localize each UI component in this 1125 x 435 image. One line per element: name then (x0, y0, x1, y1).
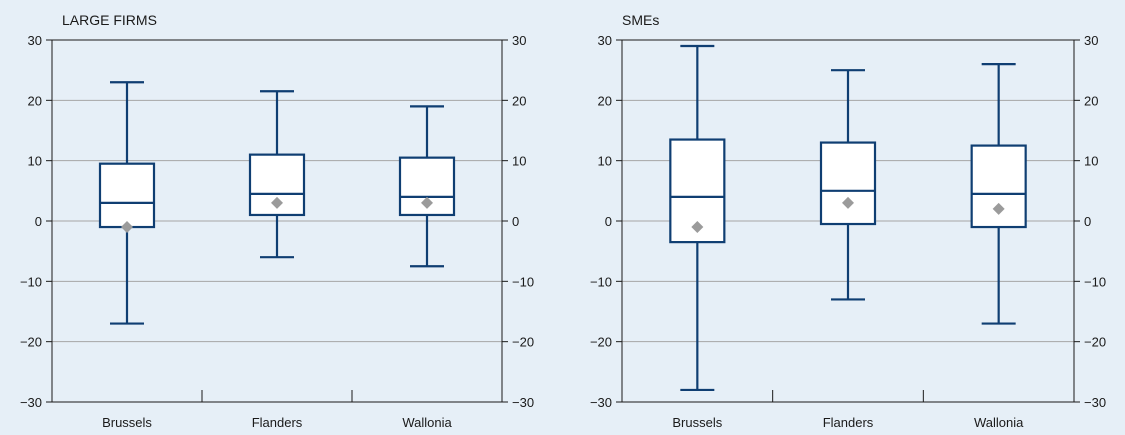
y-tick-label-left: −20 (590, 335, 612, 350)
y-tick-label-left: −10 (20, 274, 42, 289)
mean-marker (271, 196, 283, 209)
x-tick-label: Brussels (672, 415, 722, 430)
y-tick-label-left: 20 (28, 93, 42, 108)
y-tick-label-left: 10 (598, 154, 612, 169)
x-tick-label: Flanders (823, 415, 874, 430)
y-tick-label-right: 10 (512, 154, 526, 169)
y-tick-label-left: 30 (28, 33, 42, 48)
x-tick-label: Wallonia (402, 415, 452, 430)
y-tick-label-right: 30 (1084, 33, 1098, 48)
y-tick-label-left: −20 (20, 335, 42, 350)
box-flanders (248, 90, 306, 259)
x-tick-label: Flanders (252, 415, 303, 430)
x-tick-label: Brussels (102, 415, 152, 430)
box-iqr (819, 141, 877, 226)
y-tick-label-left: 20 (598, 93, 612, 108)
y-tick-label-left: −30 (20, 395, 42, 410)
mean-marker (842, 196, 854, 209)
mean-marker (421, 196, 433, 209)
box-wallonia (398, 105, 456, 268)
y-tick-label-right: −20 (512, 335, 534, 350)
y-tick-label-right: 10 (1084, 154, 1098, 169)
box-iqr (98, 162, 156, 229)
y-tick-label-right: 0 (1084, 214, 1091, 229)
box-brussels (669, 44, 726, 392)
box-wallonia (970, 63, 1027, 325)
mean-marker (992, 202, 1005, 215)
panel-1: SMEs 30 30 20 20 10 10 0 0 −10 −10 −20 −20 −30 −30 Brus… (590, 12, 1106, 430)
y-tick-label-left: 30 (598, 33, 612, 48)
x-tick-label: Wallonia (974, 415, 1024, 430)
y-tick-label-left: 0 (605, 214, 612, 229)
y-tick-label-left: 0 (35, 214, 42, 229)
y-tick-label-right: −20 (1084, 335, 1106, 350)
y-tick-label-left: 10 (28, 154, 42, 169)
y-tick-label-left: −10 (590, 274, 612, 289)
panel-0: LARGE FIRMS 30 30 20 20 10 10 0 0 −10 −10 −20 −20 −30… (20, 12, 534, 430)
y-tick-label-right: 20 (512, 93, 526, 108)
y-tick-label-right: −10 (1084, 274, 1106, 289)
chart-title: SMEs (622, 12, 659, 28)
y-tick-label-right: −30 (1084, 395, 1106, 410)
y-tick-label-right: 20 (1084, 93, 1098, 108)
mean-marker (691, 221, 704, 234)
y-tick-label-right: −10 (512, 274, 534, 289)
y-tick-label-right: 30 (512, 33, 526, 48)
box-flanders (819, 69, 877, 301)
box-brussels (98, 81, 156, 325)
y-tick-label-right: −30 (512, 395, 534, 410)
mean-marker (121, 221, 133, 234)
y-tick-label-left: −30 (590, 395, 612, 410)
chart-title: LARGE FIRMS (62, 12, 157, 28)
y-tick-label-right: 0 (512, 214, 519, 229)
